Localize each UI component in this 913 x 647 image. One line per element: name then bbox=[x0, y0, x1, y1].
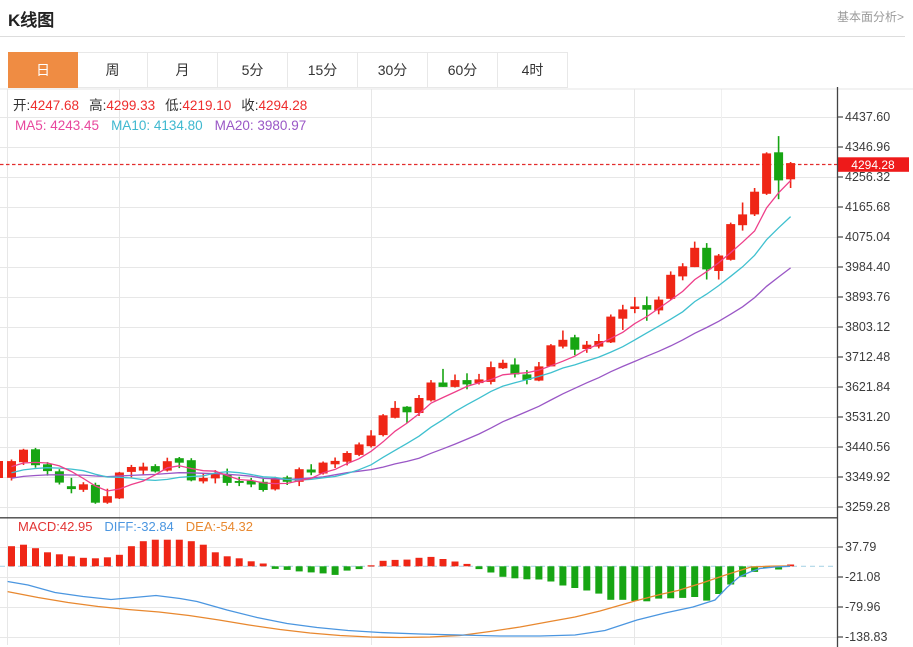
svg-text:4165.68: 4165.68 bbox=[845, 200, 890, 214]
svg-text:3712.48: 3712.48 bbox=[845, 350, 890, 364]
svg-text:4256.32: 4256.32 bbox=[845, 170, 890, 184]
svg-text:4075.04: 4075.04 bbox=[845, 230, 890, 244]
svg-text:37.79: 37.79 bbox=[845, 540, 876, 554]
svg-text:3803.12: 3803.12 bbox=[845, 320, 890, 334]
svg-text:3984.40: 3984.40 bbox=[845, 260, 890, 274]
svg-text:-138.83: -138.83 bbox=[845, 630, 887, 644]
svg-text:3621.84: 3621.84 bbox=[845, 380, 890, 394]
svg-text:4294.28: 4294.28 bbox=[851, 158, 895, 172]
svg-text:3531.20: 3531.20 bbox=[845, 410, 890, 424]
svg-text:4346.96: 4346.96 bbox=[845, 140, 890, 154]
svg-text:-79.96: -79.96 bbox=[845, 600, 880, 614]
svg-text:-21.08: -21.08 bbox=[845, 570, 880, 584]
svg-text:3893.76: 3893.76 bbox=[845, 290, 890, 304]
svg-text:开:4247.68高:4299.33低:4219.10收:4: 开:4247.68 高:4299.33 低:4219.10 收:4294.28 bbox=[13, 97, 307, 113]
svg-text:3349.92: 3349.92 bbox=[845, 470, 890, 484]
svg-text:4437.60: 4437.60 bbox=[845, 110, 890, 124]
svg-text:3440.56: 3440.56 bbox=[845, 440, 890, 454]
svg-text:3259.28: 3259.28 bbox=[845, 500, 890, 514]
